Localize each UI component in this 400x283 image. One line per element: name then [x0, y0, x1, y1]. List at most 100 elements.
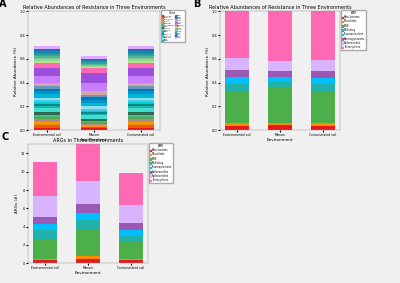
Bar: [81, 113, 107, 115]
Bar: [34, 58, 60, 59]
Bar: [268, 77, 292, 82]
Bar: [81, 95, 107, 97]
Bar: [268, 11, 292, 61]
Text: A: A: [0, 0, 6, 9]
Bar: [81, 111, 107, 112]
Bar: [81, 83, 107, 91]
Bar: [128, 58, 154, 59]
Bar: [311, 91, 334, 123]
Bar: [128, 108, 154, 112]
Bar: [311, 11, 334, 60]
Bar: [128, 125, 154, 128]
Title: ARGs in Three Environments: ARGs in Three Environments: [53, 138, 123, 143]
Bar: [128, 122, 154, 123]
Bar: [34, 46, 60, 49]
Bar: [81, 112, 107, 113]
Bar: [226, 70, 249, 77]
Bar: [34, 49, 60, 51]
Bar: [34, 63, 60, 68]
X-axis label: Environment: Environment: [267, 138, 293, 142]
Bar: [34, 106, 60, 108]
Bar: [128, 102, 154, 104]
Bar: [268, 82, 292, 87]
Legend: aac/Aph, aadA1, aac(3)-IV, aadA2, blaTEM, gyrA/gyrB, dfr1, ant(3), ermA2, parC, : aac/Aph, aadA1, aac(3)-IV, aadA2, blaTEM…: [161, 10, 185, 42]
Bar: [81, 119, 107, 121]
Bar: [119, 205, 142, 223]
Bar: [34, 128, 60, 130]
Bar: [76, 230, 100, 256]
Bar: [128, 91, 154, 94]
Bar: [119, 173, 142, 205]
Bar: [268, 71, 292, 77]
Text: C: C: [2, 132, 9, 142]
Bar: [81, 126, 107, 127]
Bar: [34, 196, 57, 216]
Bar: [34, 224, 57, 230]
Bar: [128, 123, 154, 125]
Bar: [128, 68, 154, 76]
Bar: [34, 216, 57, 224]
Bar: [119, 230, 142, 236]
Bar: [128, 61, 154, 63]
Bar: [119, 236, 142, 242]
Legend: Beta-lactams, Macrolides, MGE, Multidrug, Fluoroquinolone, Sulfonamides, Sulfona: Beta-lactams, Macrolides, MGE, Multidrug…: [149, 143, 173, 183]
Bar: [34, 83, 60, 86]
Text: B: B: [194, 0, 201, 9]
Bar: [34, 104, 60, 106]
Bar: [128, 94, 154, 98]
Bar: [34, 115, 60, 117]
Bar: [81, 122, 107, 124]
Bar: [76, 213, 100, 220]
Bar: [128, 117, 154, 119]
Bar: [81, 68, 107, 73]
Bar: [34, 59, 60, 61]
Bar: [81, 115, 107, 119]
Bar: [128, 51, 154, 53]
Bar: [34, 68, 60, 76]
Bar: [311, 60, 334, 71]
Bar: [34, 108, 60, 112]
Bar: [311, 123, 334, 126]
Bar: [128, 46, 154, 49]
Bar: [34, 51, 60, 53]
Y-axis label: Relative Abundance (%): Relative Abundance (%): [206, 46, 210, 95]
Bar: [81, 127, 107, 128]
Bar: [81, 59, 107, 60]
Bar: [128, 100, 154, 102]
Bar: [128, 49, 154, 51]
Bar: [128, 104, 154, 106]
Bar: [81, 97, 107, 100]
Bar: [268, 125, 292, 130]
Bar: [34, 56, 60, 58]
Bar: [76, 220, 100, 230]
Bar: [128, 53, 154, 56]
Bar: [81, 66, 107, 67]
Bar: [128, 59, 154, 61]
Bar: [226, 58, 249, 70]
Legend: Beta-lactams, Macrolides, MGE, Multidrug, Fluoroquinolone, Aminoglycosides, Sulf: Beta-lactams, Macrolides, MGE, Multidrug…: [341, 10, 366, 50]
Bar: [81, 121, 107, 122]
Bar: [128, 119, 154, 122]
Bar: [81, 62, 107, 64]
Bar: [128, 63, 154, 68]
Bar: [81, 65, 107, 66]
Bar: [34, 86, 60, 89]
Bar: [226, 84, 249, 92]
Bar: [81, 109, 107, 111]
Bar: [34, 119, 60, 122]
Bar: [34, 123, 60, 125]
Bar: [34, 76, 60, 83]
Bar: [76, 181, 100, 204]
Bar: [128, 98, 154, 100]
Title: Relative Abundances of Resistance in Three Environments: Relative Abundances of Resistance in Thr…: [23, 5, 165, 10]
Bar: [268, 87, 292, 123]
Bar: [81, 128, 107, 130]
Bar: [226, 126, 249, 130]
Bar: [226, 123, 249, 126]
Bar: [81, 106, 107, 109]
Bar: [76, 204, 100, 213]
Bar: [226, 92, 249, 123]
Bar: [34, 91, 60, 94]
Bar: [34, 89, 60, 91]
Bar: [76, 140, 100, 181]
